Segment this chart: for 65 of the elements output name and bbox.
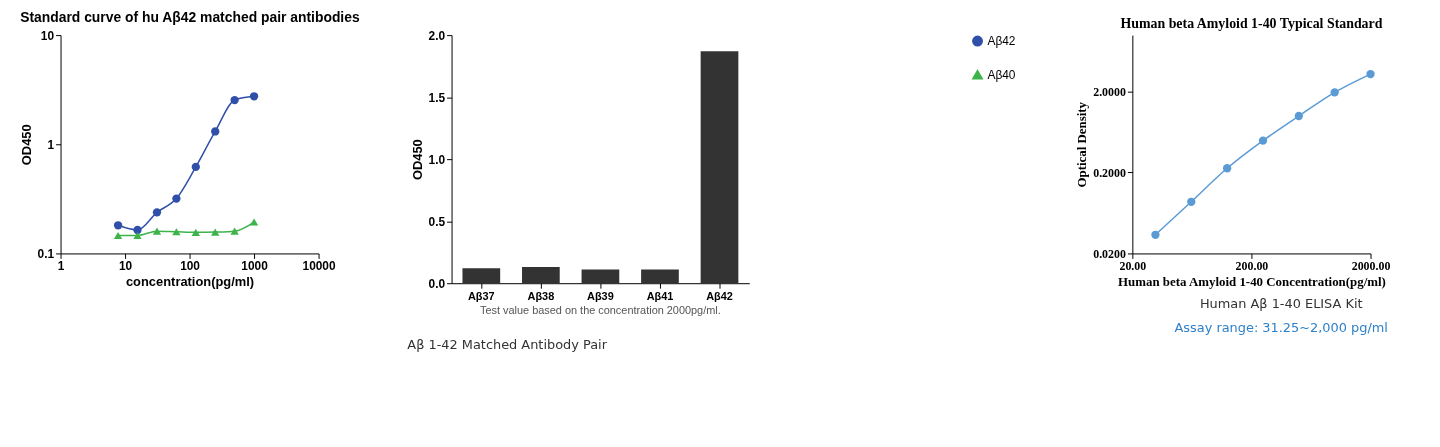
bar: [700, 51, 739, 284]
point: [133, 231, 142, 240]
chart-title: Standard curve of hu Aβ42 matched pair antibodies: [20, 9, 360, 26]
y-tick-label: 0.1: [37, 246, 55, 261]
x-tick-label: 1000: [241, 258, 269, 273]
point: [211, 228, 220, 236]
y-tick-label: 1.0: [428, 152, 446, 167]
point: [249, 218, 259, 226]
legend-label: Aβ42: [987, 34, 1016, 49]
y-tick-label: 0.0200: [1093, 246, 1126, 261]
point: [113, 221, 123, 230]
x-tick-label: Aβ41: [646, 289, 674, 302]
x-tick-label: 10: [118, 258, 133, 273]
text: Test value based on the concentration 2000pg/ml.: [480, 303, 721, 316]
point: [113, 231, 123, 240]
y-axis-title: OD450: [409, 139, 425, 181]
point: [1258, 136, 1268, 145]
point: [1222, 164, 1232, 173]
point: [1187, 197, 1196, 206]
x-tick-label: 20.00: [1119, 258, 1147, 273]
x-axis-title: concentration(pg/ml): [125, 273, 255, 289]
legend-label: Aβ40: [987, 67, 1016, 82]
point: [191, 228, 200, 236]
point: [230, 95, 239, 105]
x-tick-label: 1: [57, 258, 65, 273]
x-tick-label: Aβ37: [467, 289, 495, 302]
text: Human Aβ 1-40 ELISA Kit: [1199, 296, 1363, 312]
y-tick-label: 0.2000: [1093, 166, 1126, 181]
point: [152, 227, 162, 235]
y-tick-label: 2.0000: [1093, 85, 1126, 100]
y-tick-label: 1.5: [428, 90, 446, 105]
point: [1330, 88, 1339, 97]
text: Assay range: 31.25~2,000 pg/ml: [1174, 319, 1388, 335]
x-tick-label: 200.00: [1235, 258, 1269, 273]
point: [133, 225, 142, 235]
point: [249, 92, 259, 101]
y-tick-label: 1: [47, 137, 55, 152]
y-tick-label: 0.0: [428, 276, 446, 291]
bar: [462, 268, 501, 284]
point: [1294, 111, 1303, 121]
point: [152, 208, 162, 217]
point: [172, 228, 181, 236]
y-tick-label: 2.0: [428, 28, 446, 43]
y-axis-title: Optical Density: [1075, 101, 1090, 188]
y-tick-label: 0.5: [428, 214, 446, 229]
point: [211, 127, 220, 136]
point: [191, 162, 200, 172]
point: [1151, 230, 1160, 239]
x-axis-title: Human beta Amyloid 1-40 Concentration(pg/ml): [1118, 274, 1386, 289]
chart-title: Human beta Amyloid 1-40 Typical Standard: [1120, 16, 1383, 32]
x-tick-label: Aβ38: [527, 289, 555, 302]
x-tick-label: 100: [180, 258, 201, 273]
bar: [641, 269, 679, 284]
x-tick-label: 10000: [302, 258, 336, 273]
text: Aβ 1-42 Matched Antibody Pair: [407, 336, 608, 352]
bar: [581, 269, 620, 284]
point: [230, 227, 239, 235]
point: [172, 194, 181, 203]
x-tick-label: Aβ39: [587, 289, 614, 302]
point: [1366, 69, 1375, 79]
x-tick-label: Aβ42: [706, 289, 733, 302]
x-tick-label: 2000.00: [1351, 258, 1391, 273]
bar: [522, 267, 560, 284]
y-tick-label: 10: [40, 28, 55, 43]
y-axis-title: OD450: [18, 124, 34, 166]
